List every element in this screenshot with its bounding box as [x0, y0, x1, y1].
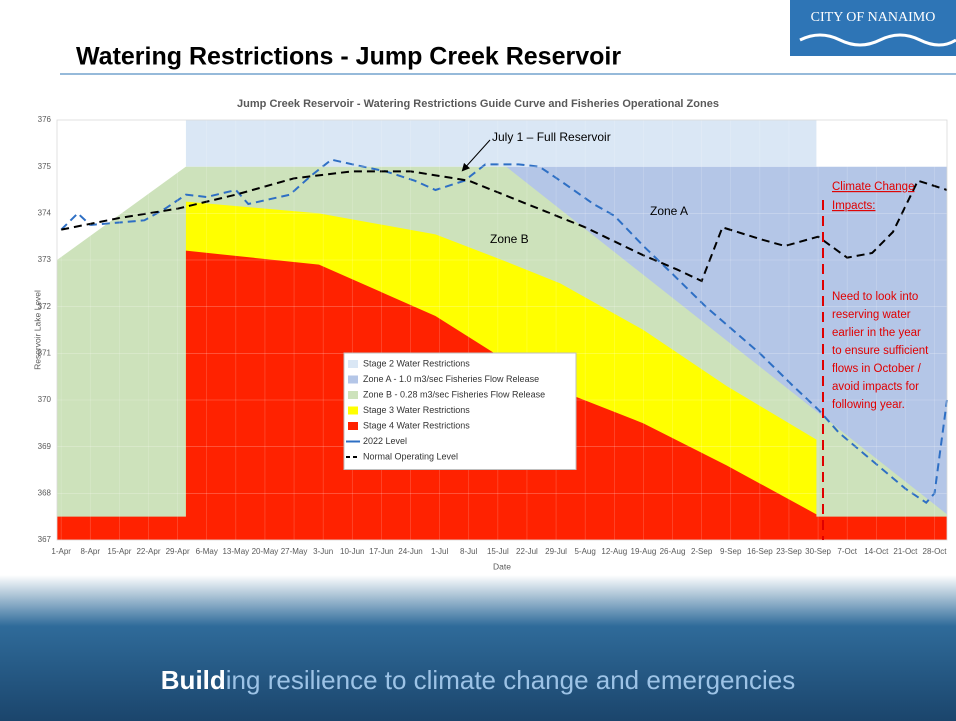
- zone-label: Zone B: [490, 232, 529, 246]
- legend-swatch: [348, 391, 358, 399]
- x-tick-label: 20-May: [252, 547, 279, 556]
- y-tick-label: 376: [38, 115, 52, 124]
- y-tick-label: 367: [38, 535, 52, 544]
- y-tick-label: 375: [38, 162, 52, 171]
- footer-text: Building resilience to climate change an…: [161, 665, 795, 695]
- logo-waves: [799, 33, 956, 47]
- x-tick-label: 14-Oct: [864, 547, 889, 556]
- climate-note: earlier in the year: [832, 327, 921, 339]
- legend-swatch: [348, 375, 358, 384]
- x-tick-label: 30-Sep: [805, 547, 831, 556]
- zone-label: Zone A: [650, 204, 688, 218]
- climate-note: to ensure sufficient: [832, 345, 929, 357]
- x-tick-label: 1-Jul: [431, 547, 449, 556]
- x-axis-label: Date: [493, 561, 511, 571]
- x-tick-label: 28-Oct: [923, 547, 948, 556]
- x-tick-label: 8-Jul: [460, 547, 478, 556]
- logo-box: [790, 0, 956, 56]
- annotations: July 1 – Full Reservoir Zone A Zone B Cl…: [461, 130, 929, 540]
- chart-title: Jump Creek Reservoir - Watering Restrict…: [237, 98, 719, 110]
- x-tick-label: 13-May: [222, 547, 249, 556]
- x-tick-label: 1-Apr: [51, 547, 71, 556]
- legend-label: 2022 Level: [363, 436, 407, 446]
- legend-swatch: [348, 360, 358, 368]
- x-tick-label: 8-Apr: [80, 547, 100, 556]
- climate-note: avoid impacts for: [832, 381, 919, 393]
- annotation-arrow: [461, 139, 491, 172]
- footer-rest: ing resilience to climate change and eme…: [226, 665, 795, 695]
- legend-label: Stage 3 Water Restrictions: [363, 405, 470, 415]
- x-tick-label: 24-Jun: [398, 547, 422, 556]
- x-tick-label: 10-Jun: [340, 547, 364, 556]
- plot: 367 368 369 370 371 372 373 374 375 376 1-Apr 8-Apr…: [38, 115, 948, 556]
- legend-label: Stage 4 Water Restrictions: [363, 420, 470, 430]
- y-axis-label: Reservoir Lake Level: [32, 290, 42, 370]
- line: [60, 158, 948, 504]
- climate-heading: Climate Change: [832, 181, 914, 193]
- logo-text: CITY OF NANAIMO: [811, 10, 936, 25]
- y-tick-label: 370: [38, 395, 52, 404]
- legend-swatch: [348, 406, 358, 415]
- legend-label: Normal Operating Level: [363, 451, 458, 461]
- footer-bold: Build: [161, 665, 226, 695]
- legend-label: Zone A - 1.0 m3/sec Fisheries Flow Relea…: [363, 374, 539, 384]
- climate-heading: Impacts:: [832, 200, 875, 212]
- annotation: July 1 – Full Reservoir: [492, 130, 611, 144]
- plot-frame: [56, 119, 948, 541]
- x-tick-label: 7-Oct: [837, 547, 857, 556]
- x-tick-label: 5-Aug: [574, 547, 595, 556]
- y-tick-label: 372: [38, 302, 52, 311]
- y-tick-label: 368: [38, 488, 52, 497]
- legend-label: Stage 2 Water Restrictions: [363, 358, 470, 368]
- x-tick-label: 15-Jul: [487, 547, 509, 556]
- slide-title: Watering Restrictions - Jump Creek Reser…: [76, 43, 621, 71]
- climate-note: flows in October /: [832, 363, 922, 375]
- x-tick-label: 15-Apr: [107, 547, 131, 556]
- x-tick-label: 21-Oct: [893, 547, 918, 556]
- x-tick-label: 6-May: [196, 547, 218, 556]
- legend-label: Zone B - 0.28 m3/sec Fisheries Flow Rele…: [363, 389, 545, 399]
- climate-note: following year.: [832, 399, 905, 411]
- x-tick-label: 17-Jun: [369, 547, 393, 556]
- y-tick-label: 371: [38, 348, 52, 357]
- line: [60, 170, 948, 283]
- x-tick-label: 26-Aug: [660, 547, 686, 556]
- x-tick-label: 22-Jul: [516, 547, 538, 556]
- legend-box: [343, 352, 577, 470]
- x-tick-label: 22-Apr: [136, 547, 160, 556]
- x-tick-label: 19-Aug: [631, 547, 657, 556]
- climate-note: reserving water: [832, 309, 911, 321]
- x-tick-label: 9-Sep: [720, 547, 742, 556]
- x-tick-label: 29-Jul: [545, 547, 567, 556]
- x-tick-label: 2-Sep: [691, 547, 713, 556]
- y-tick-label: 374: [38, 208, 52, 217]
- x-tick-label: 16-Sep: [747, 547, 773, 556]
- climate-note: Need to look into: [832, 291, 918, 303]
- y-tick-label: 369: [38, 442, 52, 451]
- y-tick-label: 373: [38, 255, 52, 264]
- legend-swatch: [348, 422, 358, 430]
- x-tick-label: 12-Aug: [601, 547, 627, 556]
- legend: Stage 2 Water Restrictions Zone A - 1.0 m…: [343, 352, 577, 470]
- x-tick-label: 29-Apr: [166, 547, 190, 556]
- x-tick-label: 27-May: [281, 547, 308, 556]
- x-tick-label: 23-Sep: [776, 547, 802, 556]
- footer-band: [0, 575, 956, 721]
- x-tick-label: 3-Jun: [313, 547, 333, 556]
